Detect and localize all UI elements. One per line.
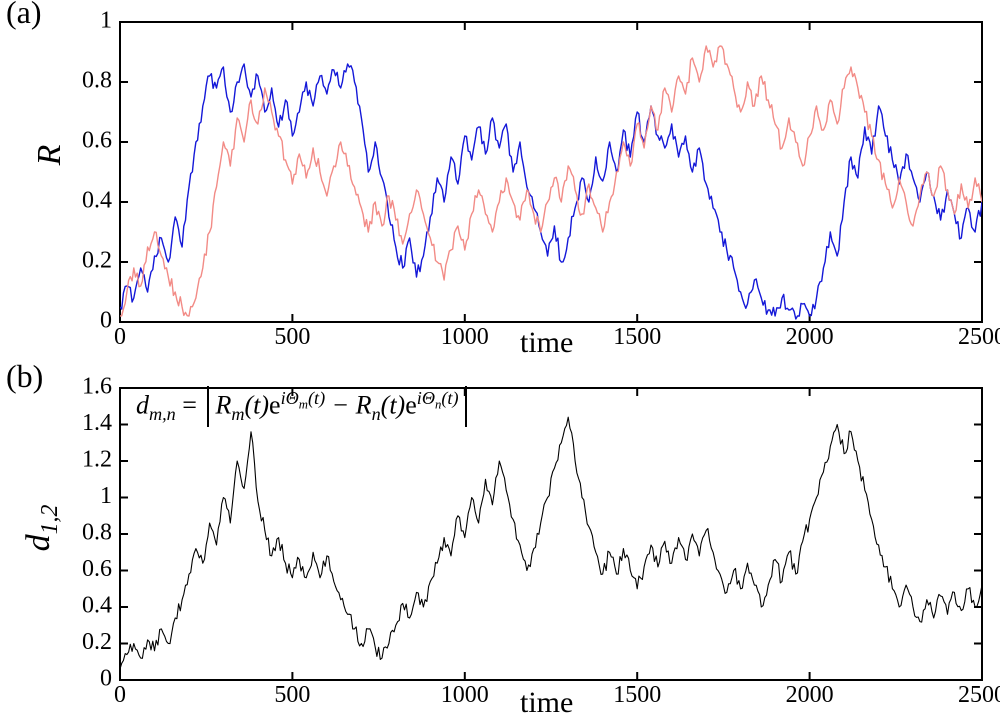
- svg-text:500: 500: [274, 682, 310, 708]
- svg-text:1.4: 1.4: [82, 410, 112, 436]
- svg-text:0.8: 0.8: [82, 520, 112, 546]
- svg-text:1000: 1000: [441, 682, 489, 708]
- svg-text:2000: 2000: [786, 682, 834, 708]
- panel-b-xlabel: time: [520, 686, 573, 720]
- svg-text:0: 0: [114, 682, 126, 708]
- svg-text:1: 1: [100, 483, 112, 509]
- svg-text:2500: 2500: [958, 682, 1000, 708]
- svg-text:1500: 1500: [613, 682, 661, 708]
- svg-text:0.4: 0.4: [82, 593, 112, 619]
- svg-text:0.6: 0.6: [82, 556, 112, 582]
- svg-text:0: 0: [100, 666, 112, 692]
- svg-text:1.6: 1.6: [82, 374, 112, 400]
- panel-b-formula: dm,n = Rm(t)eiΘm(t) − Rn(t)eiΘn(t): [136, 386, 471, 427]
- figure-root: (a) R 00.20.40.60.8105001000150020002500…: [0, 0, 1000, 721]
- svg-text:1.2: 1.2: [82, 447, 112, 473]
- panel-b-plot: 0 0.2 0.4 0.6 0.8 1 1.2 1.4 1.6 0 500 1000 1500 2000 2…: [0, 0, 1000, 721]
- svg-text:0.2: 0.2: [82, 629, 112, 655]
